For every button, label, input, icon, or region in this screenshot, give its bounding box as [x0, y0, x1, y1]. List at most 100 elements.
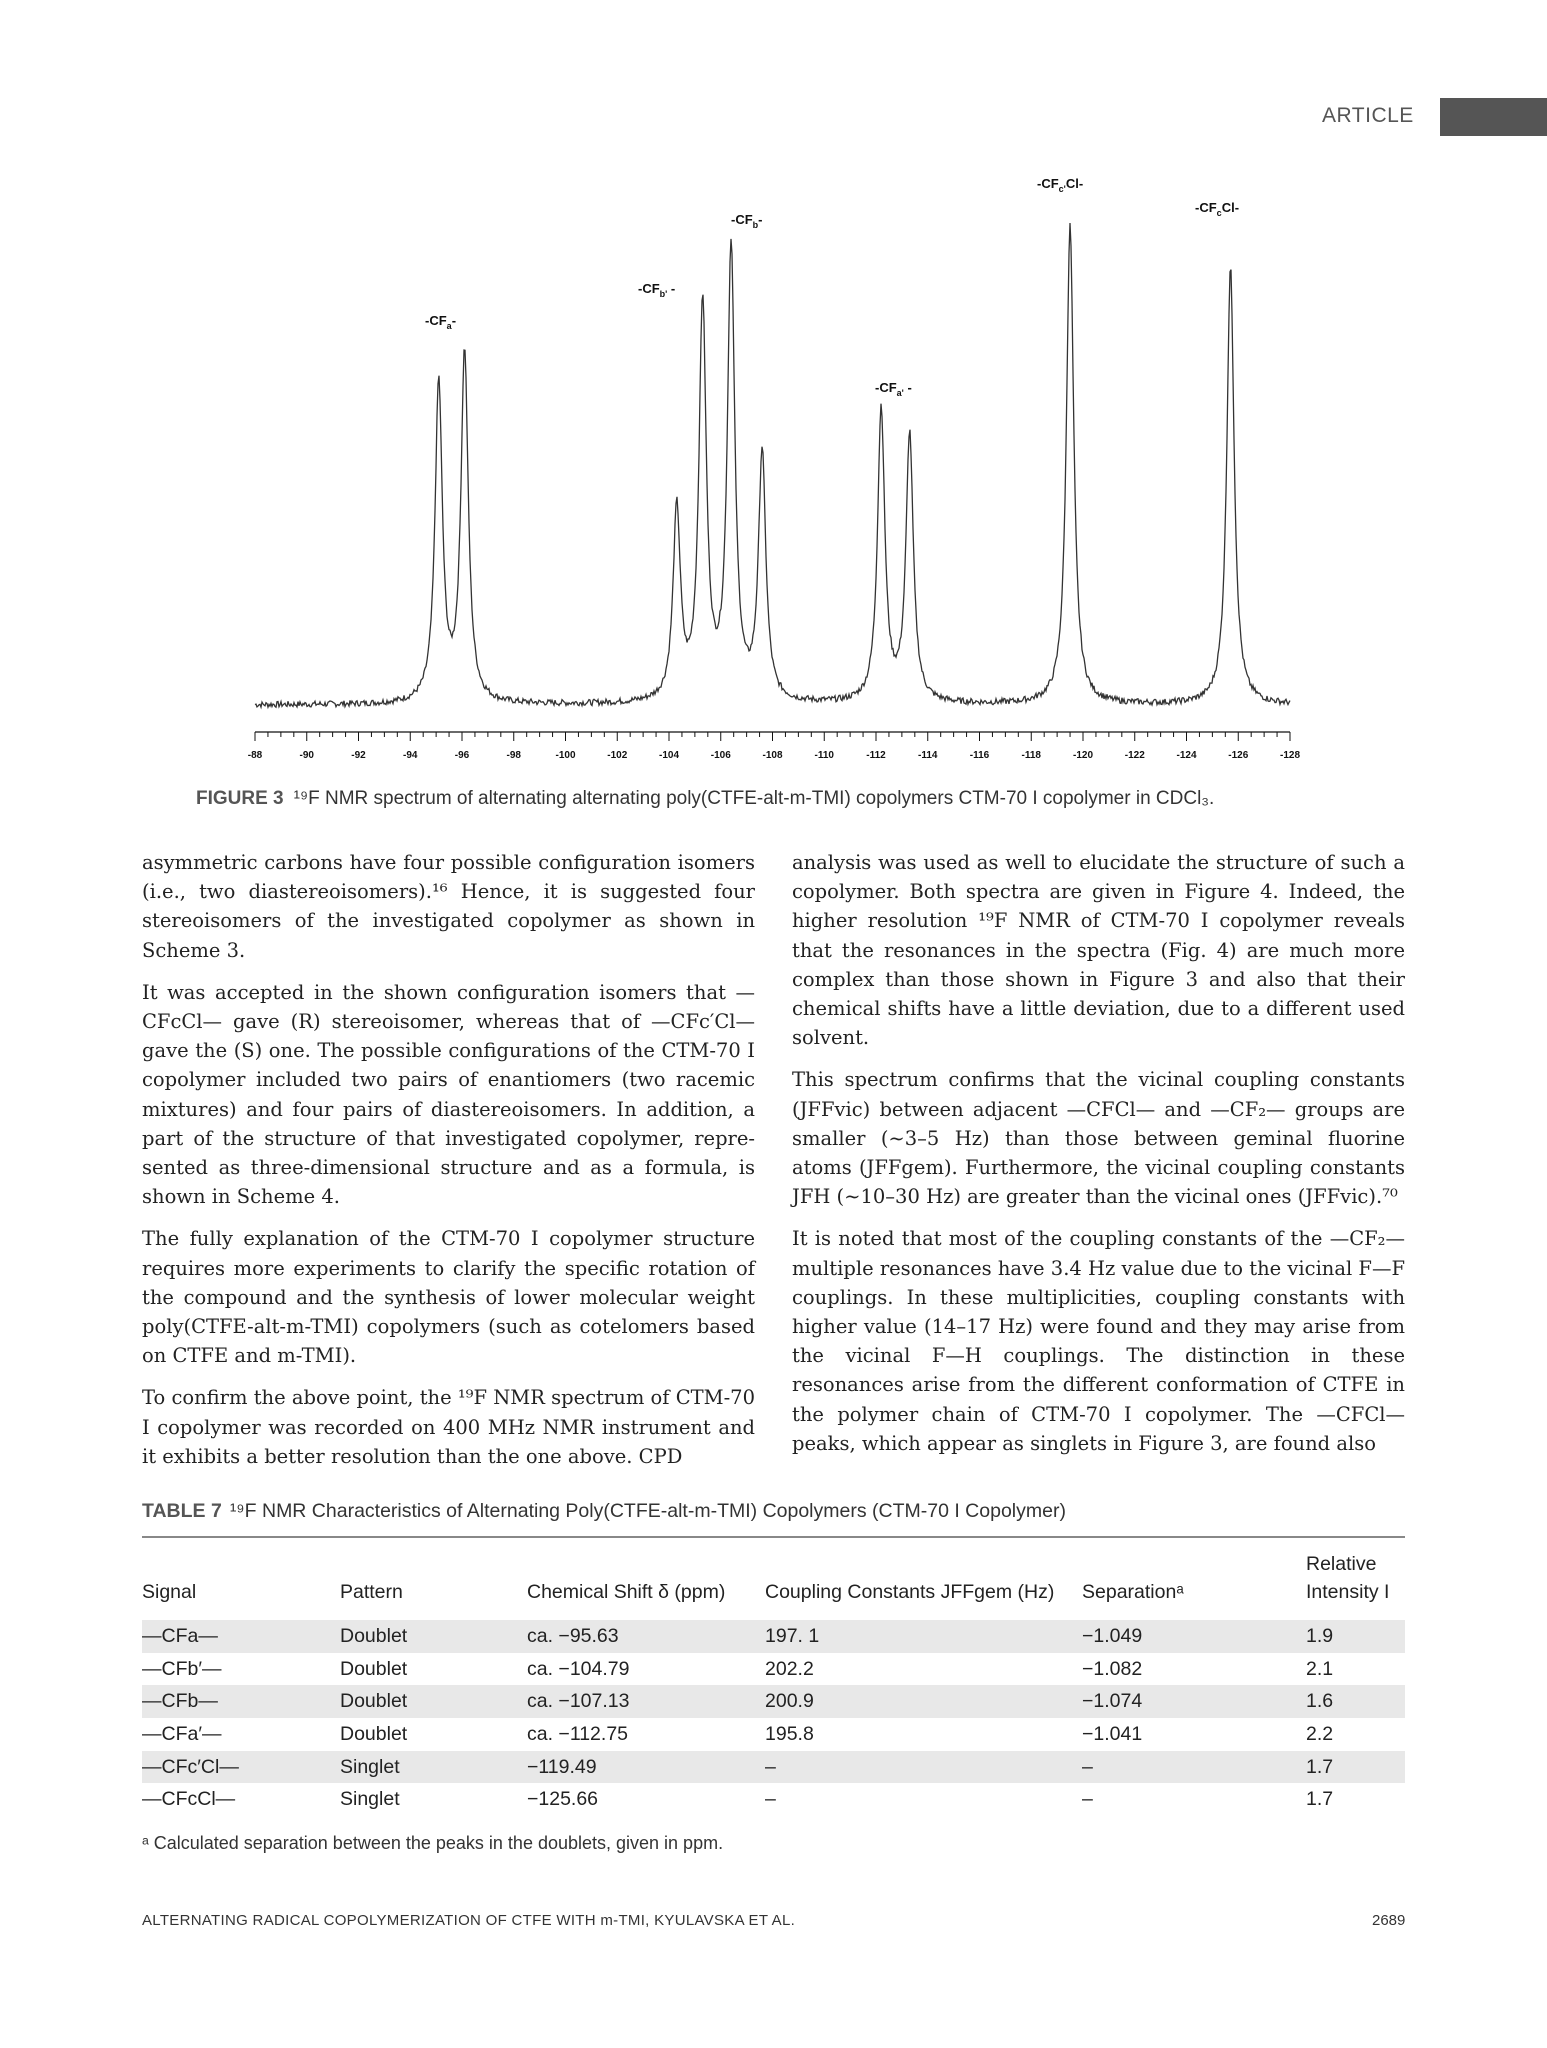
x-tick-label: -114: [918, 750, 938, 761]
x-tick-label: -118: [1022, 750, 1042, 761]
table-cell: —CFb—: [142, 1685, 340, 1719]
x-tick-label: -116: [970, 750, 990, 761]
table-cell: —CFa′—: [142, 1722, 222, 1745]
table-cell: −125.66: [527, 1788, 599, 1811]
section-label: ARTICLE: [1322, 104, 1414, 127]
x-tick-label: -96: [455, 750, 470, 761]
table-cell: 2.2: [1306, 1722, 1334, 1745]
table-cell: 1.7: [1306, 1750, 1405, 1784]
table-cell: 2.1: [1306, 1657, 1334, 1680]
table-row: —CFb′— Doublet ca. −104.79 202.2 −1.082 …: [142, 1653, 1405, 1686]
table-cell: —CFc′Cl—: [142, 1750, 340, 1784]
paragraph: The fully explanation of the CTM-70 I co…: [142, 1227, 755, 1368]
table-header-cell: Coupling Constants JFFgem (Hz): [765, 1581, 1055, 1603]
table-cell: −1.082: [1082, 1657, 1143, 1680]
table-cell: 202.2: [765, 1657, 814, 1680]
table-row: —CFa— Doublet ca. −95.63 197. 1 −1.049 1…: [142, 1620, 1405, 1653]
table-caption-text: ¹⁹F NMR Characteristics of Alternating P…: [229, 1500, 1066, 1522]
table-header-cell: Signal: [142, 1581, 197, 1603]
table-cell: 195.8: [765, 1722, 814, 1745]
header-bar: [1440, 98, 1547, 136]
table-footnote: ᵃ Calculated separation between the peak…: [142, 1833, 724, 1853]
x-tick-label: -102: [607, 750, 627, 761]
table-cell: ca. −104.79: [527, 1657, 630, 1680]
paragraph: asymmetric carbons have four possible co…: [142, 851, 755, 962]
table-header-cell: Pattern: [340, 1581, 403, 1603]
table-header-cell: Relative Intensity I: [1306, 1553, 1390, 1603]
table-cell: –: [765, 1750, 1082, 1784]
x-tick-label: -98: [507, 750, 522, 761]
spectrum-trace: [254, 222, 1291, 710]
table-cell: −1.049: [1082, 1620, 1306, 1653]
page-number: 2689: [1372, 1912, 1406, 1929]
table-cell: −119.49: [527, 1750, 765, 1784]
table-header-cell: Chemical Shift δ (ppm): [527, 1581, 726, 1603]
table-caption-lead: TABLE 7: [142, 1500, 222, 1522]
x-tick-label: -88: [248, 750, 263, 761]
x-tick-label: -122: [1125, 750, 1145, 761]
table-cell: —CFa—: [142, 1620, 340, 1653]
table-cell: 1.9: [1306, 1620, 1405, 1653]
paragraph: analysis was used as well to elucidate t…: [792, 851, 1405, 1050]
table-caption: TABLE 7 ¹⁹F NMR Characteristics of Altern…: [142, 1500, 1066, 1523]
table-cell: Doublet: [340, 1620, 527, 1653]
x-tick-label: -94: [403, 750, 418, 761]
x-tick-label: -92: [351, 750, 366, 761]
table-cell: ca. −112.75: [527, 1722, 629, 1745]
x-tick-label: -126: [1228, 750, 1248, 761]
peak-label-cfc-cl: -CFcCl-: [1195, 200, 1239, 218]
table-row: —CFcCl— Singlet −125.66 – – 1.7: [142, 1783, 1405, 1816]
table-row: —CFb— Doublet ca. −107.13 200.9 −1.074 1…: [142, 1685, 1405, 1719]
running-footer: ALTERNATING RADICAL COPOLYMERIZATION OF …: [142, 1912, 796, 1929]
table-cell: Singlet: [340, 1788, 400, 1811]
x-tick-label: -128: [1280, 750, 1300, 761]
table-cell: –: [765, 1788, 776, 1811]
table-cell: –: [1082, 1750, 1306, 1784]
table-cell: –: [1082, 1788, 1093, 1811]
left-text-column: asymmetric carbons have four possible co…: [142, 848, 755, 1484]
paragraph: This spectrum confirms that the vicinal …: [792, 1068, 1405, 1209]
table-cell: Doublet: [340, 1685, 527, 1719]
table-cell: Singlet: [340, 1750, 527, 1784]
peak-label-cfb-prime: -CFb' -: [638, 281, 675, 299]
table-top-rule: [142, 1536, 1405, 1538]
right-text-column: analysis was used as well to elucidate t…: [792, 848, 1405, 1471]
x-tick-label: -124: [1176, 750, 1196, 761]
x-tick-label: -100: [555, 750, 575, 761]
x-tick-label: -110: [815, 750, 835, 761]
table-cell: 1.7: [1306, 1788, 1334, 1811]
table-cell: Doublet: [340, 1657, 408, 1680]
table-cell: 200.9: [765, 1685, 1082, 1719]
table-header-row: Signal Pattern Chemical Shift δ (ppm) Co…: [142, 1538, 1405, 1620]
table-cell: ca. −107.13: [527, 1685, 765, 1719]
table-header-cell: Separationᵃ: [1082, 1581, 1184, 1603]
x-tick-label: -104: [659, 750, 679, 761]
peak-label-cfb: -CFb-: [731, 212, 763, 230]
x-tick-label: -112: [866, 750, 886, 761]
figure-caption: FIGURE 3 ¹⁹F NMR spectrum of alternating …: [196, 788, 1396, 810]
table-cell: −1.074: [1082, 1685, 1306, 1719]
figure-caption-text: ¹⁹F NMR spectrum of alternating alternat…: [293, 788, 1215, 809]
figure-caption-lead: FIGURE 3: [196, 788, 284, 809]
peak-label-cfc-prime-cl: -CFc'Cl-: [1037, 176, 1083, 194]
table-cell: —CFb′—: [142, 1657, 222, 1680]
peak-label-cfa-prime: -CFa' -: [875, 380, 912, 398]
peak-label-cfa: -CFa-: [425, 313, 456, 331]
table-row: —CFc′Cl— Singlet −119.49 – – 1.7: [142, 1750, 1405, 1784]
nmr-table: Signal Pattern Chemical Shift δ (ppm) Co…: [142, 1536, 1405, 1816]
paragraph: It was accepted in the shown configurati…: [142, 980, 755, 1209]
x-tick-label: -120: [1073, 750, 1093, 761]
x-tick-label: -108: [762, 750, 782, 761]
table-cell: Doublet: [340, 1722, 408, 1745]
paragraph: It is noted that most of the coupling co…: [792, 1227, 1405, 1455]
x-tick-label: -106: [711, 750, 731, 761]
table-cell: ca. −95.63: [527, 1620, 765, 1653]
nmr-spectrum-chart: -88 -90 -92 -94 -96 -98 -100 -102 -104 -106 -108 -1…: [248, 176, 1301, 761]
table-cell: 1.6: [1306, 1685, 1405, 1719]
x-tick-label: -90: [300, 750, 315, 761]
table-cell: 197. 1: [765, 1620, 1082, 1653]
table-cell: —CFcCl—: [142, 1788, 236, 1811]
table-row: —CFa′— Doublet ca. −112.75 195.8 −1.041 …: [142, 1718, 1405, 1751]
table-cell: −1.041: [1082, 1722, 1143, 1745]
paragraph: To confirm the above point, the ¹⁹F NMR …: [142, 1386, 755, 1468]
